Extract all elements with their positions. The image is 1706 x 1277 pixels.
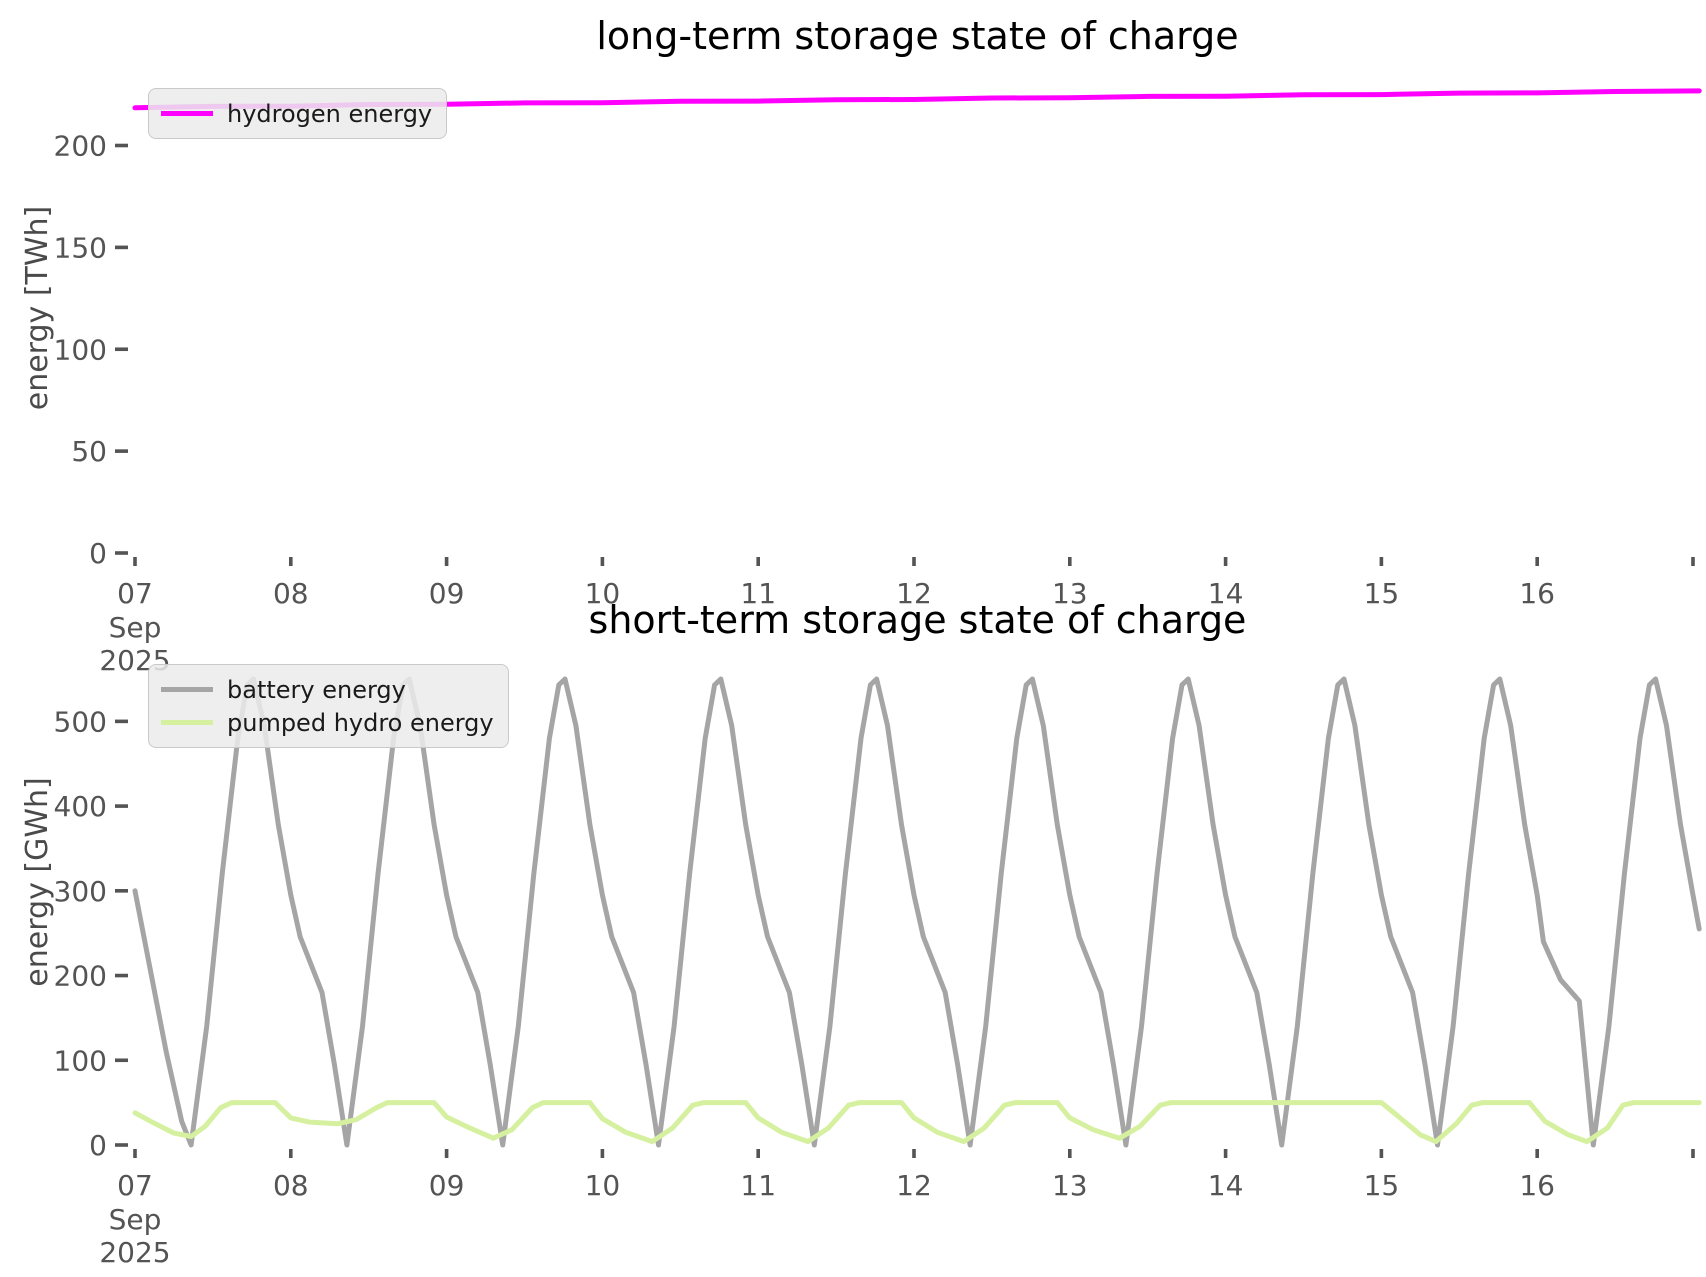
y-tick-mark — [115, 143, 128, 148]
x-tick-mark — [912, 557, 916, 566]
y-tick-label: 0 — [89, 537, 107, 570]
x-tick-label: 08 — [273, 1169, 309, 1202]
y-tick-mark — [115, 719, 128, 724]
x-tick-label: 07 — [117, 1169, 153, 1202]
x-tick-label: 11 — [740, 577, 776, 610]
x-tick-mark — [600, 1149, 605, 1158]
x-tick-label: 09 — [429, 1169, 465, 1202]
x-tick-sublabel: Sep — [109, 1203, 162, 1236]
y-tick-label: 150 — [54, 231, 107, 264]
series-line-battery-energy — [132, 676, 1702, 1148]
legend-line-swatch — [161, 111, 213, 116]
x-tick-label: 09 — [429, 577, 465, 610]
x-tick-label: 13 — [1052, 577, 1088, 610]
x-tick-mark — [288, 557, 293, 566]
x-tick-sublabel: Sep — [109, 611, 162, 644]
y-tick-label: 300 — [54, 875, 107, 908]
x-tick-label: 10 — [585, 1169, 621, 1202]
x-tick-label: 15 — [1364, 577, 1400, 610]
legend-label: battery energy — [227, 675, 406, 704]
y-tick-mark — [115, 889, 128, 893]
long-term-chart-title: long-term storage state of charge — [596, 14, 1239, 58]
x-tick-mark — [1379, 1149, 1384, 1158]
x-tick-label: 14 — [1208, 577, 1244, 610]
y-tick-label: 100 — [54, 1044, 107, 1077]
y-tick-label: 100 — [54, 333, 107, 366]
x-tick-mark — [133, 557, 137, 566]
x-tick-label: 16 — [1519, 1169, 1555, 1202]
x-tick-mark — [1067, 1149, 1072, 1158]
x-tick-mark — [912, 1149, 916, 1158]
x-tick-label: 07 — [117, 577, 153, 610]
y-tick-label: 400 — [54, 790, 107, 823]
x-tick-mark — [288, 1149, 293, 1158]
x-tick-label: 12 — [896, 1169, 932, 1202]
x-tick-mark — [1535, 557, 1539, 566]
y-tick-label: 500 — [54, 705, 107, 738]
y-tick-mark — [115, 449, 128, 453]
x-tick-mark — [756, 1149, 760, 1158]
y-tick-mark — [115, 1143, 128, 1147]
long-term-legend: hydrogen energy — [148, 88, 448, 139]
x-tick-label: 10 — [585, 577, 621, 610]
legend-item: hydrogen energy — [161, 97, 432, 130]
x-tick-label: 13 — [1052, 1169, 1088, 1202]
x-tick-label: 15 — [1364, 1169, 1400, 1202]
legend-item: battery energy — [161, 673, 494, 706]
y-tick-mark — [115, 973, 128, 978]
y-tick-mark — [115, 804, 128, 808]
legend-line-swatch — [161, 720, 213, 725]
x-tick-mark — [133, 1149, 137, 1158]
x-tick-mark — [444, 1149, 449, 1158]
legend-item: pumped hydro energy — [161, 706, 494, 739]
short-term-legend: battery energy pumped hydro energy — [148, 664, 509, 748]
y-tick-mark — [115, 551, 128, 555]
x-tick-mark — [1223, 1149, 1228, 1158]
x-tick-label: 08 — [273, 577, 309, 610]
x-tick-mark — [756, 557, 760, 566]
x-tick-mark — [1691, 557, 1695, 566]
x-tick-mark — [600, 557, 605, 566]
x-tick-mark — [1067, 557, 1072, 566]
y-tick-label: 0 — [89, 1129, 107, 1162]
x-tick-label: 14 — [1208, 1169, 1244, 1202]
x-tick-mark — [1691, 1149, 1695, 1158]
y-tick-label: 200 — [54, 130, 107, 163]
y-tick-label: 200 — [54, 960, 107, 993]
x-tick-label: 11 — [740, 1169, 776, 1202]
x-tick-sublabel: 2025 — [99, 1236, 170, 1269]
x-tick-mark — [1535, 1149, 1539, 1158]
x-tick-label: 12 — [896, 577, 932, 610]
x-tick-mark — [444, 557, 449, 566]
series-line-pumped-hydro-energy — [132, 1100, 1702, 1145]
x-tick-label: 16 — [1519, 577, 1555, 610]
y-tick-label: 50 — [71, 435, 107, 468]
y-tick-mark — [115, 245, 128, 250]
legend-label: hydrogen energy — [227, 99, 433, 128]
short-term-chart-title: short-term storage state of charge — [588, 598, 1247, 642]
y-tick-mark — [115, 347, 128, 352]
x-tick-mark — [1223, 557, 1228, 566]
legend-label: pumped hydro energy — [227, 708, 494, 737]
x-tick-mark — [1379, 557, 1384, 566]
legend-line-swatch — [161, 687, 213, 692]
y-tick-mark — [115, 1058, 128, 1063]
